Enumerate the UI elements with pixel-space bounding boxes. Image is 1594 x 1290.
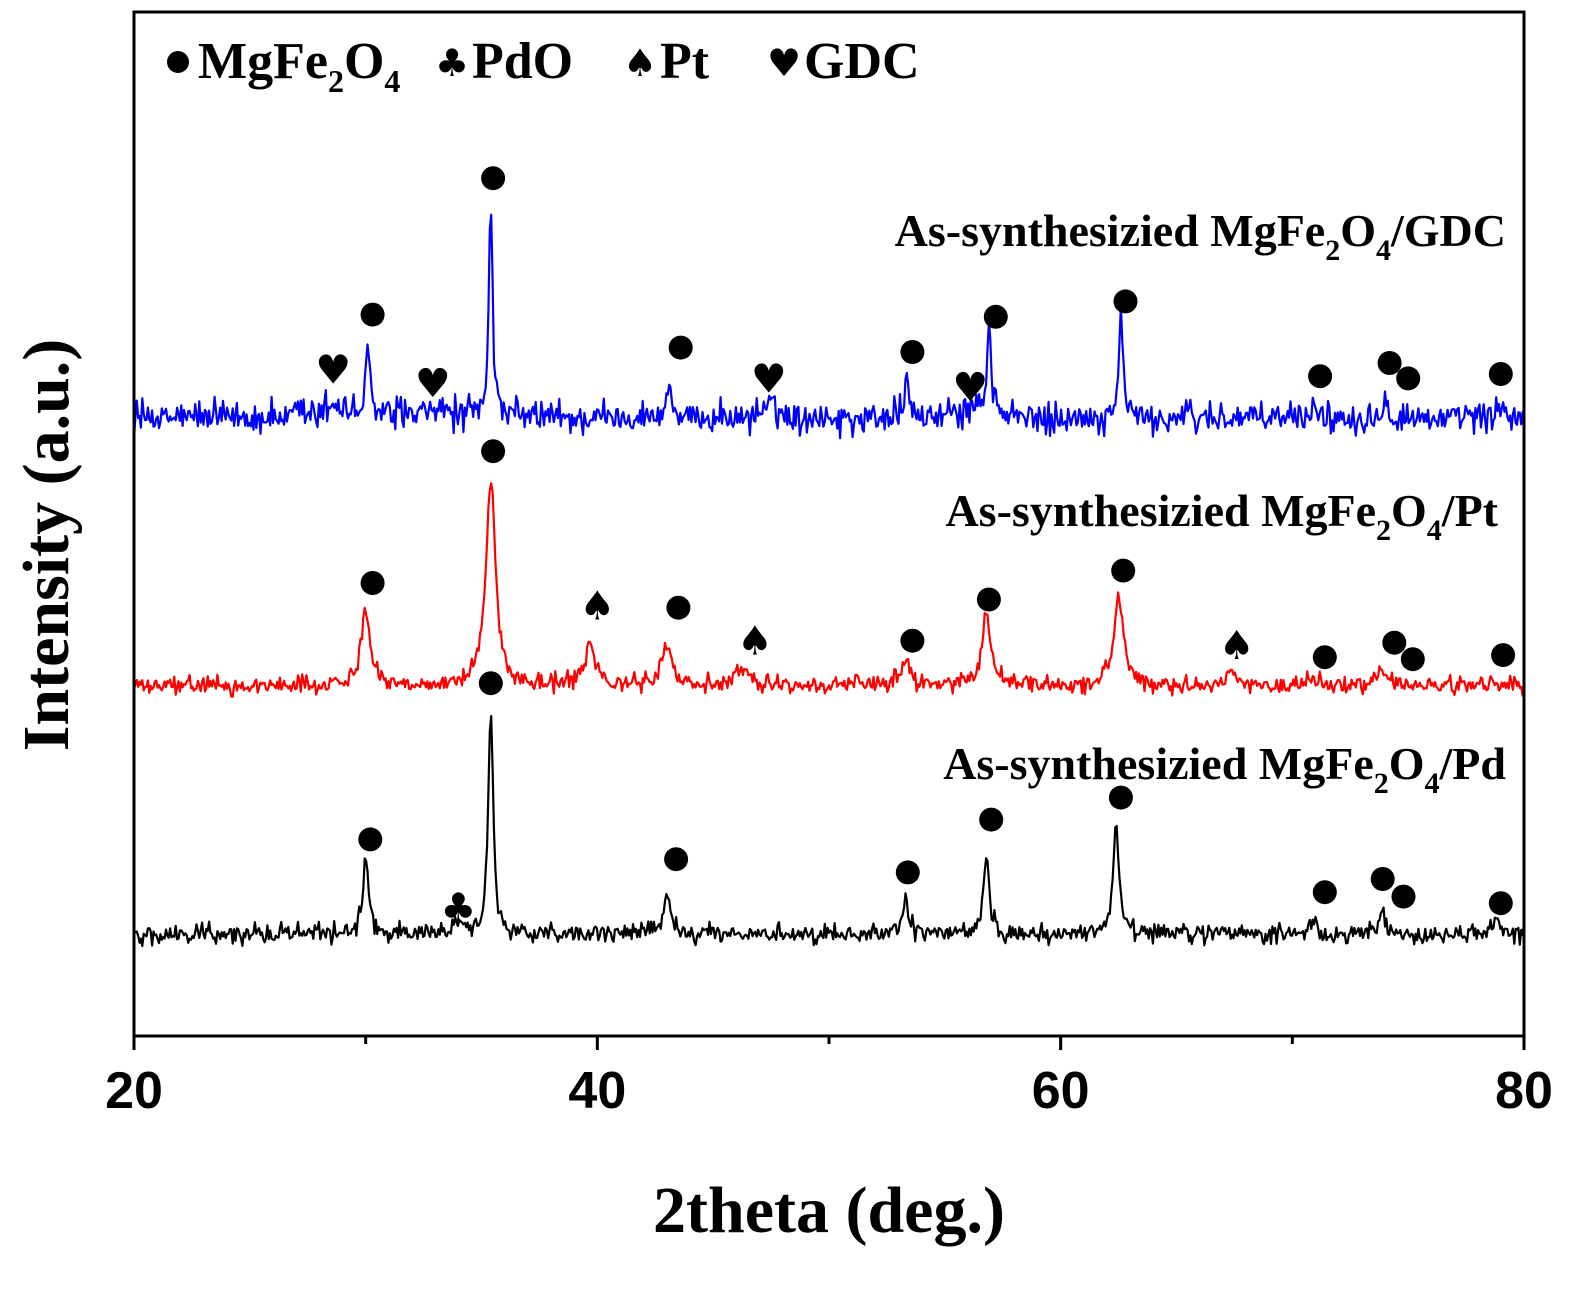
legend-item-pdo: ♣ PdO [435, 33, 573, 90]
peak-marker-circle [1312, 880, 1337, 905]
series-pd: ♣ [133, 671, 1526, 948]
peak-marker-circle [481, 166, 506, 191]
peak-marker-spade: ♠ [579, 584, 615, 630]
legend: MgFe2O4 ♣ PdO ♠ Pt ♥ GDC [167, 33, 920, 99]
peak-marker-heart: ♥ [952, 365, 988, 411]
peak-marker-circle [1400, 647, 1425, 672]
peak-marker-circle [1308, 364, 1333, 389]
peak-marker-circle [664, 847, 689, 872]
peak-marker-circle [979, 807, 1004, 832]
series-labels: As-synthesizied MgFe2O4/GDC As-synthesizi… [895, 205, 1507, 800]
peak-marker-circle [481, 439, 506, 464]
peak-marker-club: ♣ [440, 886, 476, 932]
series-line-pt [133, 482, 1526, 698]
peak-marker-circle [1113, 289, 1138, 314]
peak-marker-circle [666, 595, 691, 620]
peak-marker-circle [1312, 645, 1337, 670]
series-line-pd [133, 714, 1526, 948]
legend-label: PdO [472, 33, 573, 90]
peak-marker-circle [1111, 558, 1136, 583]
peak-marker-circle [1491, 643, 1516, 668]
plot-area: ♥ ♥ ♥ ♥ ♠ ♠ ♠ ♣ [132, 166, 1526, 948]
peak-marker-circle [1382, 630, 1407, 655]
x-axis-title: 2theta (deg.) [653, 1174, 1005, 1247]
peak-marker-circle [983, 304, 1008, 329]
peak-marker-circle [1396, 366, 1421, 391]
x-tick-label: 40 [568, 1062, 626, 1120]
legend-item-pt: ♠ Pt [623, 33, 710, 90]
legend-item-mgfe2o4: MgFe2O4 [167, 33, 400, 99]
series-label-pd: As-synthesizied MgFe2O4/Pd [943, 738, 1506, 800]
series-line-gdc [132, 213, 1526, 440]
peak-marker-circle [668, 335, 693, 360]
peak-marker-circle [1488, 891, 1513, 916]
x-tick-label: 60 [1032, 1062, 1090, 1120]
x-axis-ticks: 20 40 60 80 [105, 1036, 1553, 1120]
peak-marker-circle [1377, 351, 1402, 375]
peak-marker-heart: ♥ [415, 361, 451, 407]
peak-marker-spade: ♠ [1219, 623, 1255, 669]
y-axis-title: Intensity (a.u.) [10, 339, 83, 752]
peak-marker-circle [360, 571, 385, 595]
legend-symbol-circle [167, 51, 189, 73]
x-tick-label: 20 [105, 1062, 163, 1120]
legend-symbol-spade: ♠ [623, 41, 657, 85]
peak-marker-circle [1370, 867, 1395, 891]
legend-symbol-club: ♣ [435, 41, 469, 85]
series-label-gdc: As-synthesizied MgFe2O4/GDC [895, 205, 1506, 267]
peak-marker-spade: ♠ [737, 619, 773, 665]
legend-symbol-heart: ♥ [767, 41, 801, 85]
peak-marker-circle [1391, 884, 1416, 909]
legend-label: GDC [804, 33, 920, 90]
legend-label: MgFe2O4 [198, 33, 400, 99]
series-gdc: ♥ ♥ ♥ ♥ [132, 166, 1526, 440]
legend-label: Pt [660, 33, 710, 90]
legend-item-gdc: ♥ GDC [767, 33, 920, 90]
peak-marker-circle [478, 671, 503, 696]
peak-marker-circle [360, 302, 385, 327]
peak-marker-heart: ♥ [315, 348, 351, 394]
x-tick-label: 80 [1495, 1062, 1553, 1120]
peak-marker-circle [900, 340, 925, 364]
peak-marker-heart: ♥ [751, 356, 787, 402]
peak-marker-circle [1488, 362, 1513, 386]
series-label-pt: As-synthesizied MgFe2O4/Pt [945, 485, 1498, 547]
series-pt: ♠ ♠ ♠ [133, 439, 1526, 698]
peak-marker-circle [895, 860, 920, 885]
peak-marker-circle [1108, 785, 1133, 810]
peak-marker-circle [976, 587, 1001, 612]
peak-marker-circle [358, 827, 383, 852]
peak-marker-circle [900, 628, 925, 653]
